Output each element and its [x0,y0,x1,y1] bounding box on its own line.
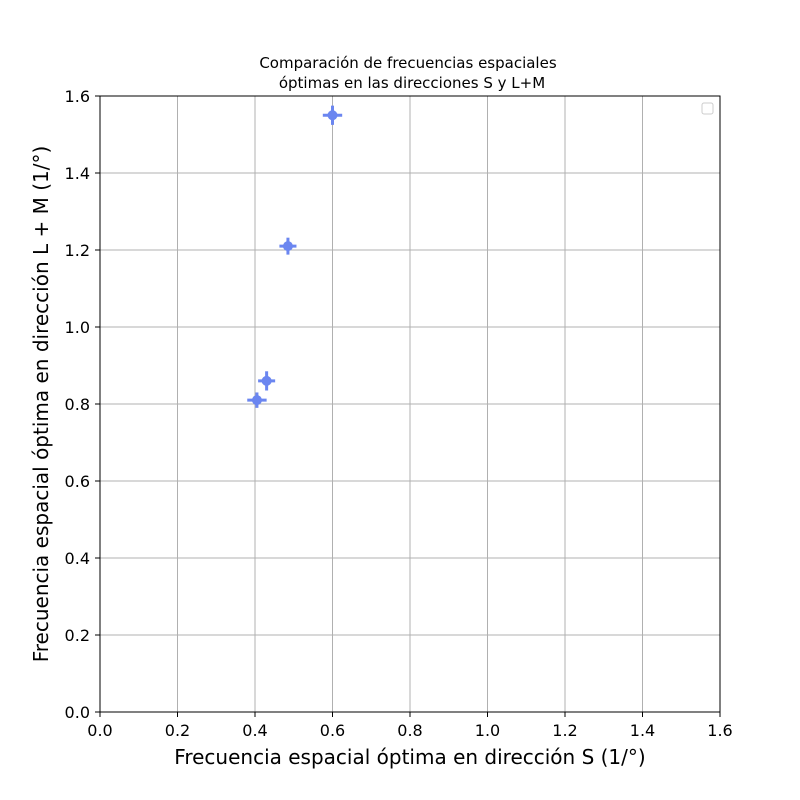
point-marker [261,375,272,386]
y-tick-label: 0.2 [65,626,90,645]
data-point [279,237,297,255]
x-tick-label: 1.6 [707,721,732,740]
y-tick-label: 0.6 [65,472,90,491]
data-point [322,105,343,125]
y-tick-label: 1.6 [65,87,90,106]
legend-box [701,102,714,115]
x-tick-label: 1.4 [630,721,655,740]
point-marker [327,110,338,121]
y-tick-label: 1.0 [65,318,90,337]
y-tick-label: 0.8 [65,395,90,414]
x-tick-label: 0.2 [165,721,190,740]
x-tick-label: 0.4 [242,721,267,740]
y-axis-ticks: 0.0 0.2 0.4 0.6 0.8 1.0 1.2 1.4 1.6 [65,87,100,722]
y-tick-label: 0.0 [65,703,90,722]
x-tick-label: 0.8 [397,721,422,740]
chart-title-line-2: óptimas en las direcciones S y L+M [279,74,545,92]
x-axis-label: Frecuencia espacial óptima en dirección … [174,745,645,769]
y-tick-label: 1.2 [65,241,90,260]
x-axis-ticks: 0.0 0.2 0.4 0.6 0.8 1.0 1.2 1.4 1.6 [87,712,733,740]
chart-title-line-1: Comparación de frecuencias espaciales [259,54,557,72]
y-axis-label: Frecuencia espacial óptima en dirección … [29,146,53,663]
grid [99,95,721,713]
data-point [258,371,276,391]
y-tick-label: 1.4 [65,164,90,183]
x-tick-label: 0.6 [320,721,345,740]
x-tick-label: 1.2 [552,721,577,740]
plot-frame [99,95,721,713]
x-tick-label: 0.0 [87,721,112,740]
x-tick-label: 1.0 [475,721,500,740]
data-points [247,105,343,408]
y-tick-label: 0.4 [65,549,90,568]
point-marker [251,395,262,406]
point-marker [282,241,293,252]
data-point [247,392,267,408]
